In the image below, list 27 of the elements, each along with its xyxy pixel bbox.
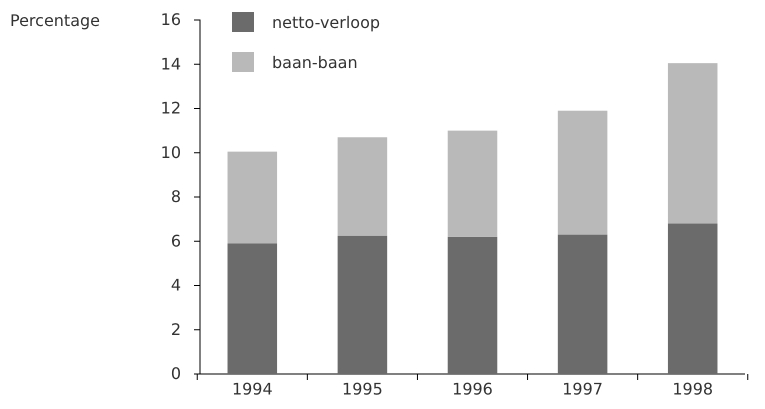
y-axis-title: Percentage [10,11,100,30]
x-tick-label: 1997 [562,380,603,399]
y-tick-label: 14 [160,54,181,74]
y-tick-label: 10 [160,142,181,162]
y-tick-label: 0 [170,364,181,384]
legend-label: netto-verloop [272,13,380,32]
x-tick-label: 1996 [452,380,493,399]
bar [558,234,608,374]
bar [558,110,608,235]
bar [448,130,498,237]
y-tick-label: 4 [170,276,181,295]
bar [668,63,718,224]
bar [338,236,388,374]
y-tick-label: 16 [160,10,181,30]
x-tick-label: 1995 [342,380,383,399]
bar [668,224,718,374]
x-tick-label: 1998 [672,380,714,399]
bar [228,243,278,374]
y-tick-label: 6 [170,231,181,250]
bar [228,152,278,244]
y-tick-label: 8 [170,187,181,206]
x-tick-label: 1994 [232,380,273,399]
y-tick-label: 12 [160,98,181,118]
bar [448,236,498,374]
y-tick-label: 2 [170,320,181,339]
bar [338,137,388,236]
legend-label: baan-baan [272,53,358,72]
